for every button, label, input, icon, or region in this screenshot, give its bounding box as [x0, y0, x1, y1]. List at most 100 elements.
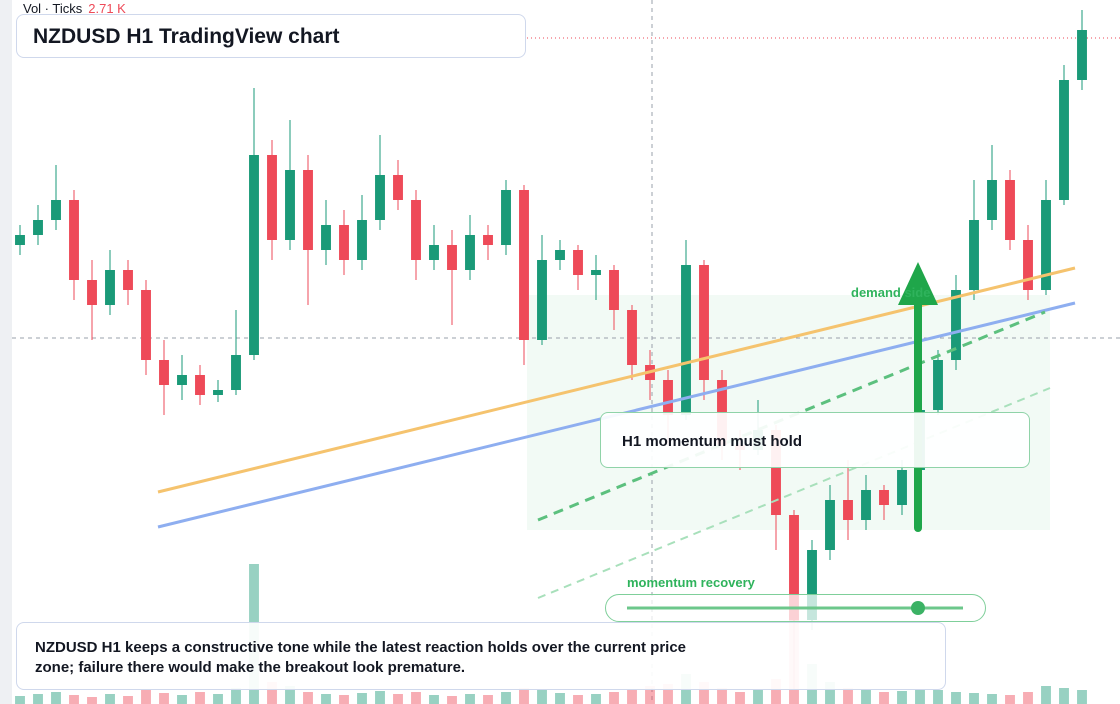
- volume-bar: [15, 696, 25, 704]
- volume-bar: [429, 695, 439, 704]
- volume-bar: [195, 692, 205, 704]
- candle-body: [123, 270, 133, 290]
- volume-bar: [1041, 686, 1051, 704]
- candle-body: [843, 500, 853, 520]
- candle-body: [105, 270, 115, 305]
- candle-body: [195, 375, 205, 395]
- candle-body: [573, 250, 583, 275]
- candle-body: [1023, 240, 1033, 290]
- volume-bar: [537, 690, 547, 704]
- candle-body: [1059, 80, 1069, 200]
- summary-text: NZDUSD H1 keeps a constructive tone whil…: [35, 639, 687, 676]
- volume-bar: [141, 690, 151, 704]
- left-strip: [0, 0, 12, 704]
- volume-bar: [987, 694, 997, 704]
- candle-body: [483, 235, 493, 245]
- candle-body: [681, 265, 691, 415]
- candle-body: [375, 175, 385, 220]
- candle-body: [1041, 200, 1051, 290]
- volume-bar: [609, 692, 619, 704]
- candle-body: [1077, 30, 1087, 80]
- candle-body: [69, 200, 79, 280]
- volume-bar: [1005, 695, 1015, 704]
- volume-bar: [339, 695, 349, 704]
- volume-bar: [393, 694, 403, 704]
- volume-bar: [159, 693, 169, 704]
- volume-bar: [573, 695, 583, 704]
- candle-body: [807, 550, 817, 620]
- volume-bar: [591, 694, 601, 704]
- candle-body: [249, 155, 259, 355]
- volume-bar: [51, 692, 61, 704]
- title-box: NZDUSD H1 TradingView chart: [16, 14, 526, 58]
- volume-bar: [519, 688, 529, 704]
- candle-body: [15, 235, 25, 245]
- volume-bar: [843, 688, 853, 704]
- candle-body: [555, 250, 565, 260]
- volume-bar: [267, 682, 277, 704]
- volume-bar: [447, 696, 457, 704]
- candle-body: [951, 290, 961, 360]
- candle-body: [303, 170, 313, 250]
- volume-bar: [213, 694, 223, 704]
- volume-bar: [897, 691, 907, 704]
- volume-bar: [1059, 688, 1069, 704]
- candle-body: [897, 470, 907, 505]
- candle-body: [465, 235, 475, 270]
- candle-body: [357, 220, 367, 260]
- candle-body: [519, 190, 529, 340]
- candle-body: [933, 360, 943, 410]
- candle-body: [321, 225, 331, 250]
- slider-knob: [911, 601, 925, 615]
- candle-body: [267, 155, 277, 240]
- candle-body: [447, 245, 457, 270]
- candle-body: [987, 180, 997, 220]
- volume-bar: [825, 682, 835, 704]
- summary-box: NZDUSD H1 keeps a constructive tone whil…: [16, 622, 946, 690]
- volume-bar: [1077, 690, 1087, 704]
- slider: [605, 594, 986, 622]
- candle-body: [663, 380, 673, 415]
- candle-body: [177, 375, 187, 385]
- volume-bar: [771, 679, 781, 704]
- candle-body: [771, 430, 781, 515]
- candle-body: [429, 245, 439, 260]
- zone-label: demand side: [851, 285, 931, 300]
- candle-body: [591, 270, 601, 275]
- volume-bar: [717, 688, 727, 704]
- volume-bar: [879, 692, 889, 704]
- volume-bar: [861, 690, 871, 704]
- volume-label: Vol · Ticks: [23, 1, 83, 16]
- volume-bar: [303, 692, 313, 704]
- candle-body: [33, 220, 43, 235]
- candle-body: [861, 490, 871, 520]
- candle-body: [231, 355, 241, 390]
- volume-bar: [627, 689, 637, 704]
- slider-track: [627, 601, 963, 615]
- volume-legend: Vol · Ticks 2.71 K: [23, 1, 126, 16]
- candle-body: [789, 515, 799, 620]
- volume-bar: [411, 692, 421, 704]
- candle-body: [339, 225, 349, 260]
- volume-bar: [465, 694, 475, 704]
- volume-bar: [1023, 692, 1033, 704]
- volume-bar: [123, 696, 133, 704]
- candle-body: [699, 265, 709, 380]
- candle-body: [969, 220, 979, 290]
- volume-bar: [663, 684, 673, 704]
- slider-label: momentum recovery: [627, 575, 755, 590]
- candle-body: [609, 270, 619, 310]
- volume-bar: [177, 695, 187, 704]
- candle-body: [285, 170, 295, 240]
- volume-bar: [33, 694, 43, 704]
- arrow-head: [898, 262, 938, 305]
- candle-body: [213, 390, 223, 395]
- trendline-orange: [157, 266, 1076, 494]
- volume-bar: [753, 690, 763, 704]
- volume-bar: [969, 693, 979, 704]
- volume-bar: [285, 686, 295, 704]
- volume-value: 2.71 K: [88, 1, 126, 16]
- volume-bar: [555, 693, 565, 704]
- volume-bar: [87, 697, 97, 704]
